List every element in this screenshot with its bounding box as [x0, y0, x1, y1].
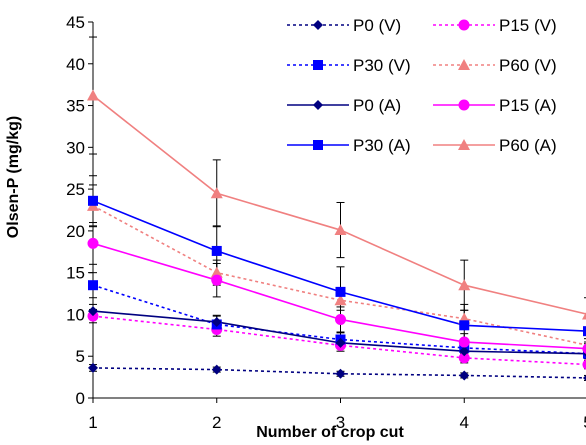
series-line [92, 315, 586, 366]
data-point [582, 312, 586, 320]
y-tick-label: 5 [76, 347, 85, 366]
data-point [210, 266, 223, 278]
y-tick-label: 45 [66, 13, 85, 32]
data-point [583, 374, 586, 381]
x-tick-label: 4 [460, 413, 469, 432]
data-point [87, 89, 99, 101]
legend-marker [313, 100, 323, 110]
data-point [87, 237, 99, 249]
data-point [88, 306, 98, 317]
data-point [334, 294, 347, 306]
data-point [458, 279, 471, 291]
legend: P0 (V) P15 (V) P30 (V) P60 (V) P0 (A) P15 (A)… [287, 16, 557, 155]
data-point [210, 187, 223, 199]
legend-marker [313, 60, 323, 70]
legend-marker [458, 139, 470, 150]
data-point [211, 364, 222, 375]
x-tick-label: 1 [88, 413, 97, 432]
legend-label: P15 (V) [499, 16, 557, 35]
legend-marker [458, 59, 470, 70]
data-point [88, 195, 98, 206]
data-point [458, 352, 470, 364]
x-tick-label: 2 [212, 413, 221, 432]
data-point [582, 343, 586, 354]
data-point [459, 320, 470, 331]
y-tick-label: 40 [66, 55, 85, 74]
data-point [211, 245, 222, 256]
data-point [459, 346, 470, 357]
legend-label: P60 (A) [499, 136, 557, 155]
data-point [334, 224, 347, 236]
data-point [87, 310, 99, 322]
data-point [582, 359, 586, 370]
data-point [88, 362, 98, 373]
series-line [92, 94, 586, 315]
y-tick-label: 25 [66, 180, 85, 199]
data-point [211, 274, 223, 286]
data-point [335, 286, 346, 297]
data-point [583, 326, 586, 337]
legend-marker [313, 20, 323, 30]
data-point [458, 336, 470, 348]
legend-label: P15 (A) [499, 96, 557, 115]
y-tick-label: 35 [66, 97, 85, 116]
y-tick-label: 0 [76, 389, 85, 408]
y-tick-label: 10 [66, 305, 85, 324]
legend-label: P0 (A) [353, 96, 401, 115]
x-axis-title: Number of crop cut [256, 424, 404, 441]
y-tick-label: 15 [66, 264, 85, 283]
x-tick-label: 5 [583, 413, 586, 432]
legend-label: P0 (V) [353, 16, 401, 35]
legend-marker [458, 99, 470, 111]
series-markers [87, 89, 586, 381]
data-point [459, 370, 470, 381]
legend-label: P30 (V) [353, 56, 411, 75]
legend-marker [458, 19, 470, 31]
legend-label: P30 (A) [353, 136, 411, 155]
legend-marker [313, 140, 323, 150]
legend-label: P60 (V) [499, 56, 557, 75]
data-point [335, 313, 346, 325]
y-tick-label: 20 [66, 222, 85, 241]
data-point [88, 280, 98, 291]
x-tick-label: 3 [336, 413, 345, 432]
y-axis-title: Olsen-P (mg/kg) [5, 116, 22, 238]
data-point [335, 368, 346, 379]
data-point [335, 337, 346, 348]
axes: 05101520253035404512345 [66, 13, 586, 432]
data-point [211, 316, 222, 327]
y-tick-label: 30 [66, 138, 85, 157]
